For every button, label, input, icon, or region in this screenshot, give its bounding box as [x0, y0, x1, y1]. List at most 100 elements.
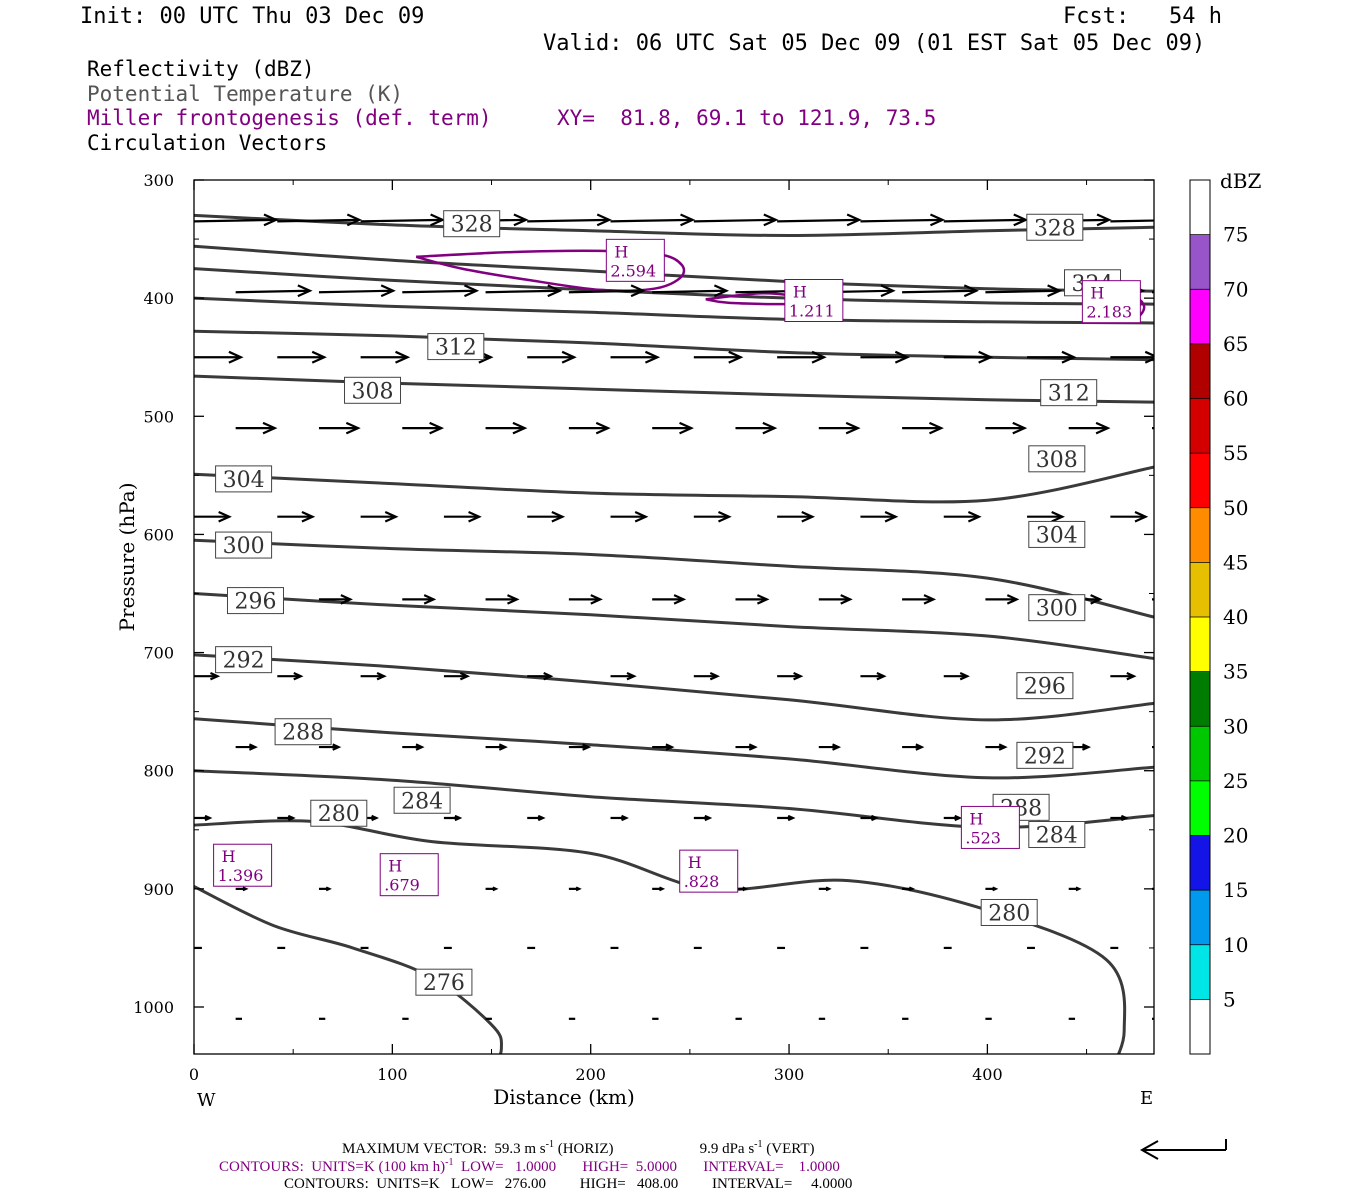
circulation-vector [277, 213, 362, 227]
theta-label-box [415, 968, 473, 996]
circulation-vector [902, 743, 925, 751]
circulation-vector [818, 594, 853, 605]
colorbar-label: 70 [1223, 277, 1248, 301]
theta-label-box [215, 531, 273, 559]
frontogenesis-max-label: H [688, 853, 702, 872]
circulation-vector [693, 672, 721, 681]
field-frontogenesis: Miller frontogenesis (def. term) [87, 106, 492, 130]
circulation-vector [235, 421, 278, 435]
theta-label-280: 280 [318, 802, 360, 827]
circulation-vector [652, 421, 694, 435]
colorbar-swatch [1190, 453, 1210, 508]
theta-label-296: 296 [1024, 675, 1066, 700]
circulation-vector [318, 421, 361, 435]
circulation-vector [693, 213, 779, 227]
colorbar-swatch [1190, 507, 1210, 563]
theta-contour-296 [194, 592, 1154, 660]
circulation-vector [235, 743, 258, 751]
circulation-vector [1152, 598, 1154, 601]
circulation-vector [943, 213, 1029, 227]
circulation-vector [777, 672, 804, 681]
circulation-vector [568, 421, 611, 435]
colorbar-label: 30 [1223, 714, 1248, 738]
frontogenesis-contour [415, 249, 686, 292]
circulation-vector [527, 814, 546, 822]
theta-label-box [980, 898, 1038, 926]
circulation-vector [318, 284, 396, 298]
frontogenesis-max-label: H [793, 283, 807, 302]
theta-label-300: 300 [223, 534, 265, 559]
theta-contour-324 [194, 244, 1154, 293]
colorbar-swatch [1190, 944, 1210, 1000]
circulation-vector [652, 886, 666, 892]
circulation-vector [693, 350, 744, 364]
circulation-vector [860, 814, 879, 822]
theta-label-304: 304 [1036, 523, 1078, 548]
circulation-vector [194, 350, 244, 364]
y-axis-label: Pressure (hPa) [115, 483, 139, 632]
circulation-vector [818, 421, 861, 435]
theta-label-box [344, 376, 402, 404]
circulation-vector [527, 350, 577, 364]
frontogenesis-max-label: H [1090, 284, 1104, 303]
max-vector-horiz: MAXIMUM VECTOR: 59.3 m s [342, 1141, 546, 1157]
theta-label-328: 328 [1034, 216, 1076, 241]
theta-label-300: 300 [1036, 597, 1078, 622]
x-tick-label: 200 [575, 1065, 606, 1084]
theta-contour-280 [194, 819, 1127, 1054]
frontogenesis-max-value: .523 [965, 828, 1001, 847]
circulation-vector [360, 350, 411, 364]
field-reflectivity: Reflectivity (dBZ) [87, 57, 315, 81]
theta-label-box [215, 646, 273, 674]
y-tick-label: 800 [143, 762, 174, 781]
circulation-vector [818, 886, 832, 892]
circulation-vector [735, 421, 778, 435]
theta-label-box [1040, 379, 1098, 407]
theta-label-280: 280 [988, 901, 1030, 926]
frontogenesis-max-box [1081, 280, 1141, 324]
theta-contour-288 [194, 717, 1154, 780]
circulation-vector [902, 886, 916, 892]
theta-label-292: 292 [223, 649, 265, 674]
circulation-vector [610, 213, 696, 227]
circulation-vector [360, 672, 387, 681]
theta-contour-308 [194, 374, 1154, 404]
circulation-vector [194, 672, 221, 681]
colorbar-label: 35 [1223, 660, 1248, 684]
circulation-vector [1110, 672, 1137, 681]
circulation-vector [568, 743, 592, 751]
colorbar-label: 5 [1223, 987, 1236, 1011]
circulation-vector [985, 284, 1063, 298]
colorbar-swatch [1190, 671, 1210, 727]
circulation-vector [860, 510, 899, 523]
colorbar-swatch [1190, 343, 1210, 399]
colorbar-label: 75 [1223, 223, 1248, 247]
frontogenesis-max-label: H [614, 242, 628, 261]
theta-label-box [1028, 520, 1086, 548]
theta-label-box [1028, 821, 1086, 849]
theta-label-box [427, 333, 485, 361]
circulation-vector [1068, 421, 1111, 435]
colorbar-label: 60 [1223, 387, 1248, 411]
circulation-vector [777, 510, 816, 523]
circulation-vector [318, 594, 353, 605]
circulation-vector [985, 743, 1008, 751]
circulation-vector [527, 213, 612, 227]
circulation-vector [194, 510, 232, 523]
colorbar-swatch [1190, 726, 1210, 781]
colorbar-label: 65 [1223, 332, 1248, 356]
circulation-vector [485, 743, 508, 751]
circulation-vector [568, 886, 582, 892]
valid-time: Valid: 06 UTC Sat 05 Dec 09 (01 EST Sat … [543, 31, 1206, 56]
circulation-vector [402, 594, 437, 605]
colorbar-swatch [1190, 562, 1210, 617]
y-tick-label: 700 [143, 644, 174, 663]
circulation-vector [610, 350, 661, 364]
field-circulation-vectors: Circulation Vectors [87, 131, 328, 155]
theta-label-box [443, 210, 501, 238]
circulation-vector [860, 213, 946, 227]
theta-label-308: 308 [352, 379, 394, 404]
fronto-range: LOW= 1.0000 HIGH= 5.0000 INTERVAL= 1.000… [453, 1159, 840, 1175]
frontogenesis-max-box [679, 849, 739, 893]
theta-contour-320 [194, 267, 1154, 306]
